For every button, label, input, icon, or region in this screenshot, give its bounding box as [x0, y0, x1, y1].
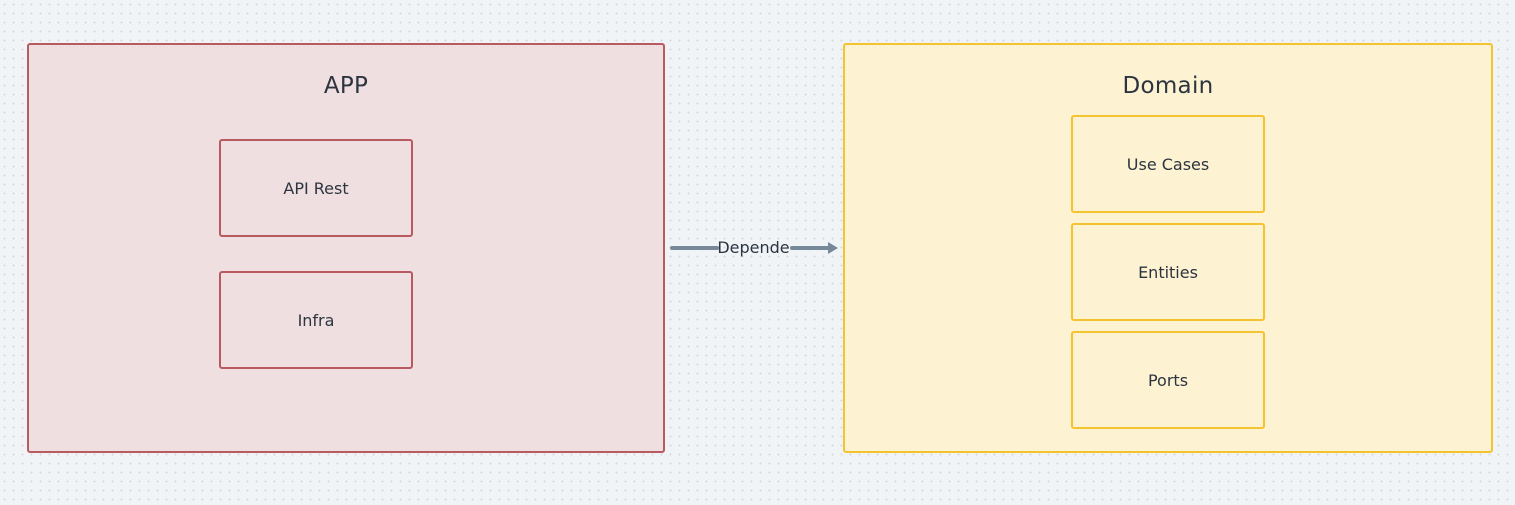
infra-label: Infra [297, 310, 335, 330]
domain-group-title: Domain [1122, 73, 1214, 99]
entities-node[interactable]: Entities [1071, 223, 1265, 321]
app-group[interactable]: APP [27, 43, 665, 453]
depende-edge-label: Depende [717, 238, 790, 257]
app-group-title: APP [323, 73, 369, 99]
ports-label: Ports [1147, 370, 1189, 390]
infra-node[interactable]: Infra [219, 271, 413, 369]
depende-edge[interactable] [670, 234, 840, 262]
api-rest-label: API Rest [283, 178, 349, 198]
use-cases-node[interactable]: Use Cases [1071, 115, 1265, 213]
use-cases-label: Use Cases [1126, 154, 1210, 174]
arrowhead-icon [828, 242, 838, 254]
entities-label: Entities [1138, 262, 1198, 282]
api-rest-node[interactable]: API Rest [219, 139, 413, 237]
ports-node[interactable]: Ports [1071, 331, 1265, 429]
